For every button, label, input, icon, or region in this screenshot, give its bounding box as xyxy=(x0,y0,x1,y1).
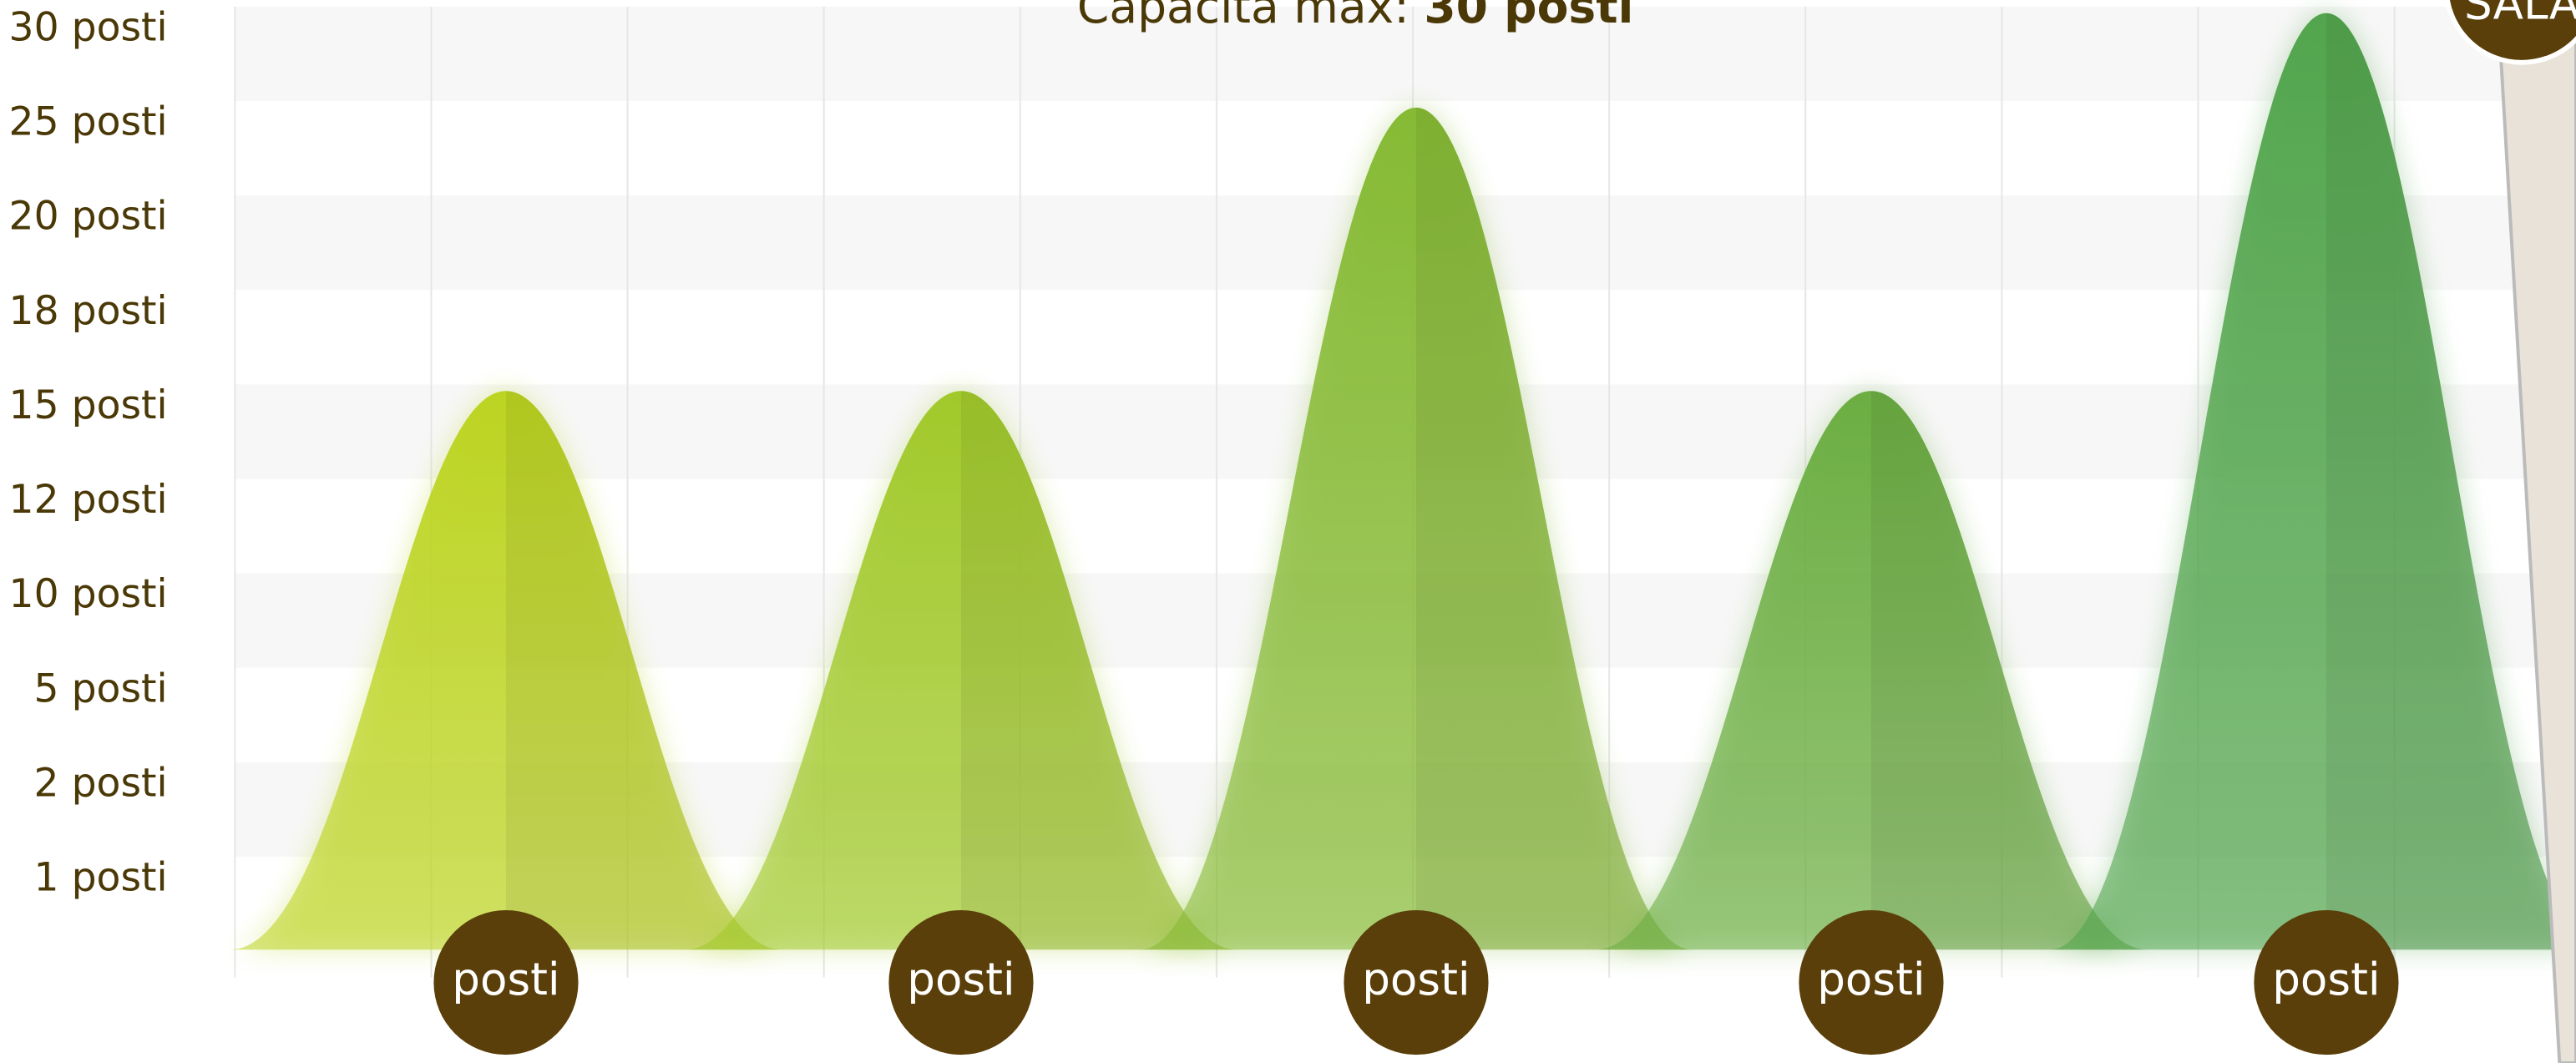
bell-shade xyxy=(505,391,782,950)
bell xyxy=(1595,391,2148,950)
x-tick-label: posti xyxy=(907,954,1015,1005)
x-tick-label: posti xyxy=(452,954,559,1005)
y-tick-label: 5 posti xyxy=(34,666,168,711)
bell xyxy=(1140,107,1693,950)
x-tick-label: posti xyxy=(1362,954,1470,1005)
y-tick-label: 2 posti xyxy=(34,760,168,806)
title-value: 30 posti xyxy=(1424,0,1633,33)
badge xyxy=(1799,910,1944,1055)
bell xyxy=(2050,13,2576,950)
badge xyxy=(433,910,579,1055)
bell xyxy=(685,391,1237,950)
y-tick-label: 30 posti xyxy=(9,4,168,50)
corner-badge-text: SALA xyxy=(2464,0,2576,30)
bell-shade xyxy=(2325,13,2576,950)
grid-stripe xyxy=(235,6,2576,102)
y-tick-label: 20 posti xyxy=(9,194,168,240)
y-tick-label: 12 posti xyxy=(9,477,168,523)
y-tick-label: 25 posti xyxy=(9,99,168,145)
y-tick-label: 15 posti xyxy=(9,382,168,428)
badge xyxy=(888,910,1034,1055)
x-tick-label: posti xyxy=(1817,954,1925,1005)
title-text: Capacità max: xyxy=(1077,0,1409,33)
photo-frame: SALA xyxy=(2444,0,2576,1063)
marks xyxy=(230,13,2576,950)
badge xyxy=(2254,910,2399,1055)
bell-shade xyxy=(1870,391,2148,950)
x-tick-label: posti xyxy=(2272,954,2380,1005)
chart-title: Capacità max: 30 posti xyxy=(1077,0,1634,33)
corner-badge xyxy=(2444,0,2576,65)
y-tick-label: 10 posti xyxy=(9,571,168,617)
bell xyxy=(230,391,782,950)
bell-shade xyxy=(960,391,1237,950)
bell-shade xyxy=(1415,107,1693,950)
badge xyxy=(1344,910,1489,1055)
y-tick-label: 1 posti xyxy=(34,855,168,901)
y-tick-label: 18 posti xyxy=(9,288,168,334)
